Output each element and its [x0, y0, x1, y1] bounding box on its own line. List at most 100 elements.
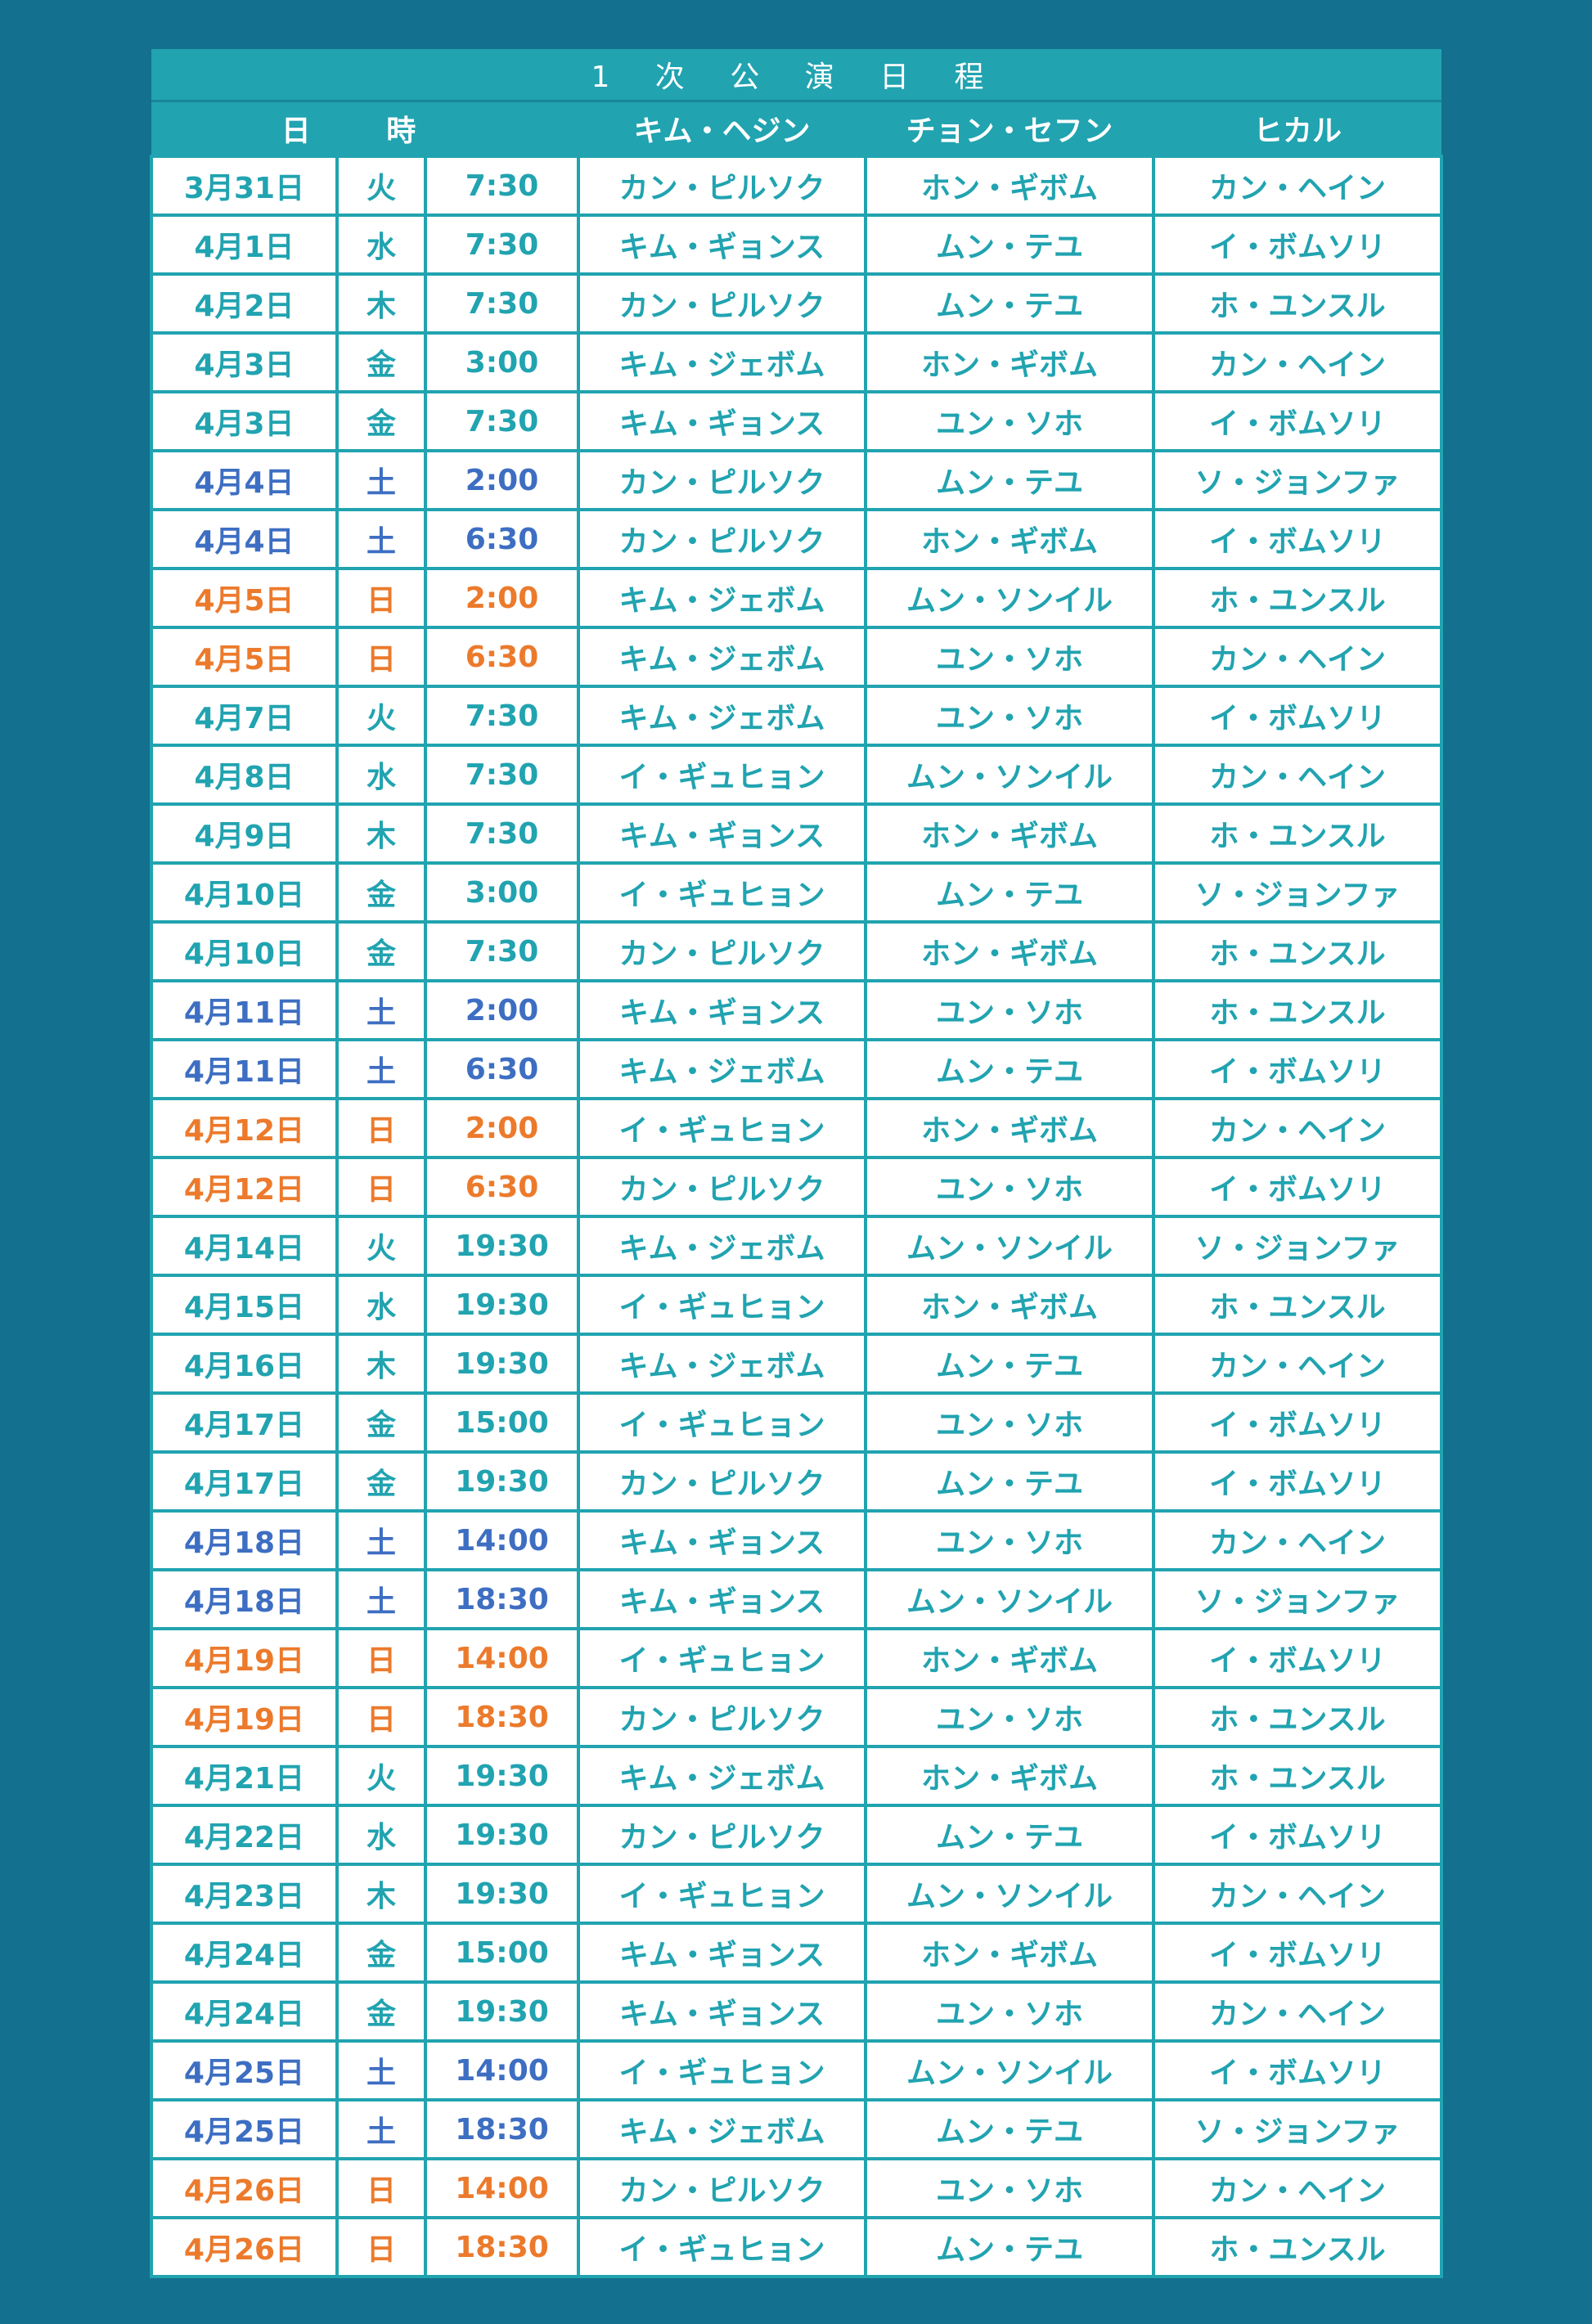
date-cell: 4月8日: [150, 744, 339, 806]
schedule-body: 3月31日火 7:30 カン・ピルソク ホン・ギボム カン・ヘイン 4月1日水 7:30 キム…: [150, 155, 1443, 2278]
date-cell: 4月3日: [150, 331, 339, 393]
time-cell: 6:30: [424, 626, 580, 688]
cast3-cell: イ・ボムソリ: [1152, 1450, 1443, 1513]
cast3-cell: カン・ヘイン: [1152, 1980, 1443, 2043]
time-cell: 19:30: [424, 1804, 580, 1866]
cast3-cell: ソ・ジョンファ: [1152, 861, 1443, 924]
cast3-cell: イ・ボムソリ: [1152, 1391, 1443, 1454]
cast1-cell: カン・ピルソク: [577, 2157, 867, 2219]
cast1-cell: カン・ピルソク: [577, 1686, 867, 1748]
cast1-cell: カン・ピルソク: [577, 1450, 867, 1513]
cast2-cell: ムン・テユ: [864, 2098, 1155, 2160]
date-cell: 4月18日: [150, 1509, 339, 1571]
time-cell: 7:30: [424, 272, 580, 335]
cast2-cell: ムン・ソンイル: [864, 1215, 1155, 1277]
table-row: 4月2日木 7:30 カン・ピルソク ムン・テユ ホ・ユンスル: [150, 272, 1443, 335]
weekday-cell: 日: [335, 1156, 427, 1218]
cast1-cell: キム・ギョンス: [577, 214, 867, 276]
cast2-cell: ユン・ソホ: [864, 979, 1155, 1041]
cast2-cell: ムン・テユ: [864, 449, 1155, 511]
date-cell: 4月17日: [150, 1450, 339, 1513]
time-cell: 2:00: [424, 449, 580, 511]
cast1-cell: キム・ジェボム: [577, 1038, 867, 1100]
weekday-cell: 金: [335, 1922, 427, 1984]
cast3-cell: イ・ボムソリ: [1152, 1922, 1443, 1984]
time-cell: 3:00: [424, 331, 580, 393]
cast2-cell: ホン・ギボム: [864, 802, 1155, 865]
date-cell: 4月23日: [150, 1863, 339, 1925]
cast1-cell: キム・ギョンス: [577, 390, 867, 452]
cast2-cell: ホン・ギボム: [864, 1745, 1155, 1807]
cast2-cell: ムン・ソンイル: [864, 1568, 1155, 1630]
weekday-cell: 火: [335, 1745, 427, 1807]
table-row: 4月5日日 6:30 キム・ジェボム ユン・ソホ カン・ヘイン: [150, 626, 1443, 688]
cast2-cell: ムン・ソンイル: [864, 567, 1155, 629]
cast3-cell: ホ・ユンスル: [1152, 2216, 1443, 2278]
cast3-cell: イ・ボムソリ: [1152, 685, 1443, 747]
cast1-cell: カン・ピルソク: [577, 1804, 867, 1866]
cast3-cell: カン・ヘイン: [1152, 1863, 1443, 1925]
weekday-cell: 日: [335, 1627, 427, 1689]
header-cast1: キム・ヘジン: [578, 101, 866, 156]
table-row: 4月26日日 18:30 イ・ギュヒョン ムン・テユ ホ・ユンスル: [150, 2216, 1443, 2278]
cast2-cell: ホン・ギボム: [864, 1922, 1155, 1984]
table-row: 4月18日土 18:30 キム・ギョンス ムン・ソンイル ソ・ジョンファ: [150, 1568, 1443, 1630]
header-row: 日 時 キム・ヘジン チョン・セフン ヒカル: [151, 101, 1441, 156]
cast2-cell: ユン・ソホ: [864, 390, 1155, 452]
cast3-cell: イ・ボムソリ: [1152, 214, 1443, 276]
table-row: 4月4日土 6:30 カン・ピルソク ホン・ギボム イ・ボムソリ: [150, 508, 1443, 570]
table-row: 4月19日日 14:00 イ・ギュヒョン ホン・ギボム イ・ボムソリ: [150, 1627, 1443, 1689]
weekday-cell: 日: [335, 1686, 427, 1748]
time-cell: 18:30: [424, 2098, 580, 2160]
table-row: 4月3日金 7:30 キム・ギョンス ユン・ソホ イ・ボムソリ: [150, 390, 1443, 452]
date-cell: 4月7日: [150, 685, 339, 747]
weekday-cell: 木: [335, 1333, 427, 1395]
date-cell: 3月31日: [150, 155, 339, 217]
cast2-cell: ホン・ギボム: [864, 1097, 1155, 1159]
date-cell: 4月10日: [150, 861, 339, 924]
cast3-cell: カン・ヘイン: [1152, 2157, 1443, 2219]
time-cell: 15:00: [424, 1922, 580, 1984]
weekday-cell: 土: [335, 2039, 427, 2101]
cast1-cell: イ・ギュヒョン: [577, 1863, 867, 1925]
date-cell: 4月26日: [150, 2216, 339, 2278]
table-row: 4月17日金 15:00 イ・ギュヒョン ユン・ソホ イ・ボムソリ: [150, 1391, 1443, 1454]
cast2-cell: ホン・ギボム: [864, 1274, 1155, 1336]
date-cell: 4月25日: [150, 2039, 339, 2101]
cast2-cell: ユン・ソホ: [864, 1686, 1155, 1748]
cast2-cell: ホン・ギボム: [864, 1627, 1155, 1689]
table-row: 4月21日火 19:30 キム・ジェボム ホン・ギボム ホ・ユンスル: [150, 1745, 1443, 1807]
cast3-cell: ホ・ユンスル: [1152, 1745, 1443, 1807]
cast3-cell: ホ・ユンスル: [1152, 1686, 1443, 1748]
table-row: 4月1日水 7:30 キム・ギョンス ムン・テユ イ・ボムソリ: [150, 214, 1443, 276]
header-datetime: 日 時: [151, 101, 578, 156]
cast2-cell: ユン・ソホ: [864, 685, 1155, 747]
cast1-cell: キム・ギョンス: [577, 802, 867, 865]
time-cell: 7:30: [424, 390, 580, 452]
date-cell: 4月12日: [150, 1156, 339, 1218]
weekday-cell: 土: [335, 508, 427, 570]
cast3-cell: ソ・ジョンファ: [1152, 449, 1443, 511]
cast2-cell: ムン・ソンイル: [864, 2039, 1155, 2101]
time-cell: 18:30: [424, 1686, 580, 1748]
table-row: 4月8日水 7:30 イ・ギュヒョン ムン・ソンイル カン・ヘイン: [150, 744, 1443, 806]
cast1-cell: キム・ジェボム: [577, 1333, 867, 1395]
cast1-cell: キム・ギョンス: [577, 1922, 867, 1984]
weekday-cell: 日: [335, 2216, 427, 2278]
table-row: 4月4日土 2:00 カン・ピルソク ムン・テユ ソ・ジョンファ: [150, 449, 1443, 511]
time-cell: 14:00: [424, 1627, 580, 1689]
cast2-cell: ホン・ギボム: [864, 331, 1155, 393]
date-cell: 4月19日: [150, 1686, 339, 1748]
date-cell: 4月12日: [150, 1097, 339, 1159]
cast2-cell: ホン・ギボム: [864, 508, 1155, 570]
table-row: 4月25日土 18:30 キム・ジェボム ムン・テユ ソ・ジョンファ: [150, 2098, 1443, 2160]
time-cell: 7:30: [424, 744, 580, 806]
weekday-cell: 金: [335, 861, 427, 924]
cast2-cell: ユン・ソホ: [864, 1509, 1155, 1571]
weekday-cell: 土: [335, 449, 427, 511]
cast1-cell: キム・ジェボム: [577, 331, 867, 393]
weekday-cell: 水: [335, 1804, 427, 1866]
cast3-cell: ソ・ジョンファ: [1152, 2098, 1443, 2160]
cast1-cell: キム・ギョンス: [577, 1980, 867, 2043]
weekday-cell: 木: [335, 802, 427, 865]
